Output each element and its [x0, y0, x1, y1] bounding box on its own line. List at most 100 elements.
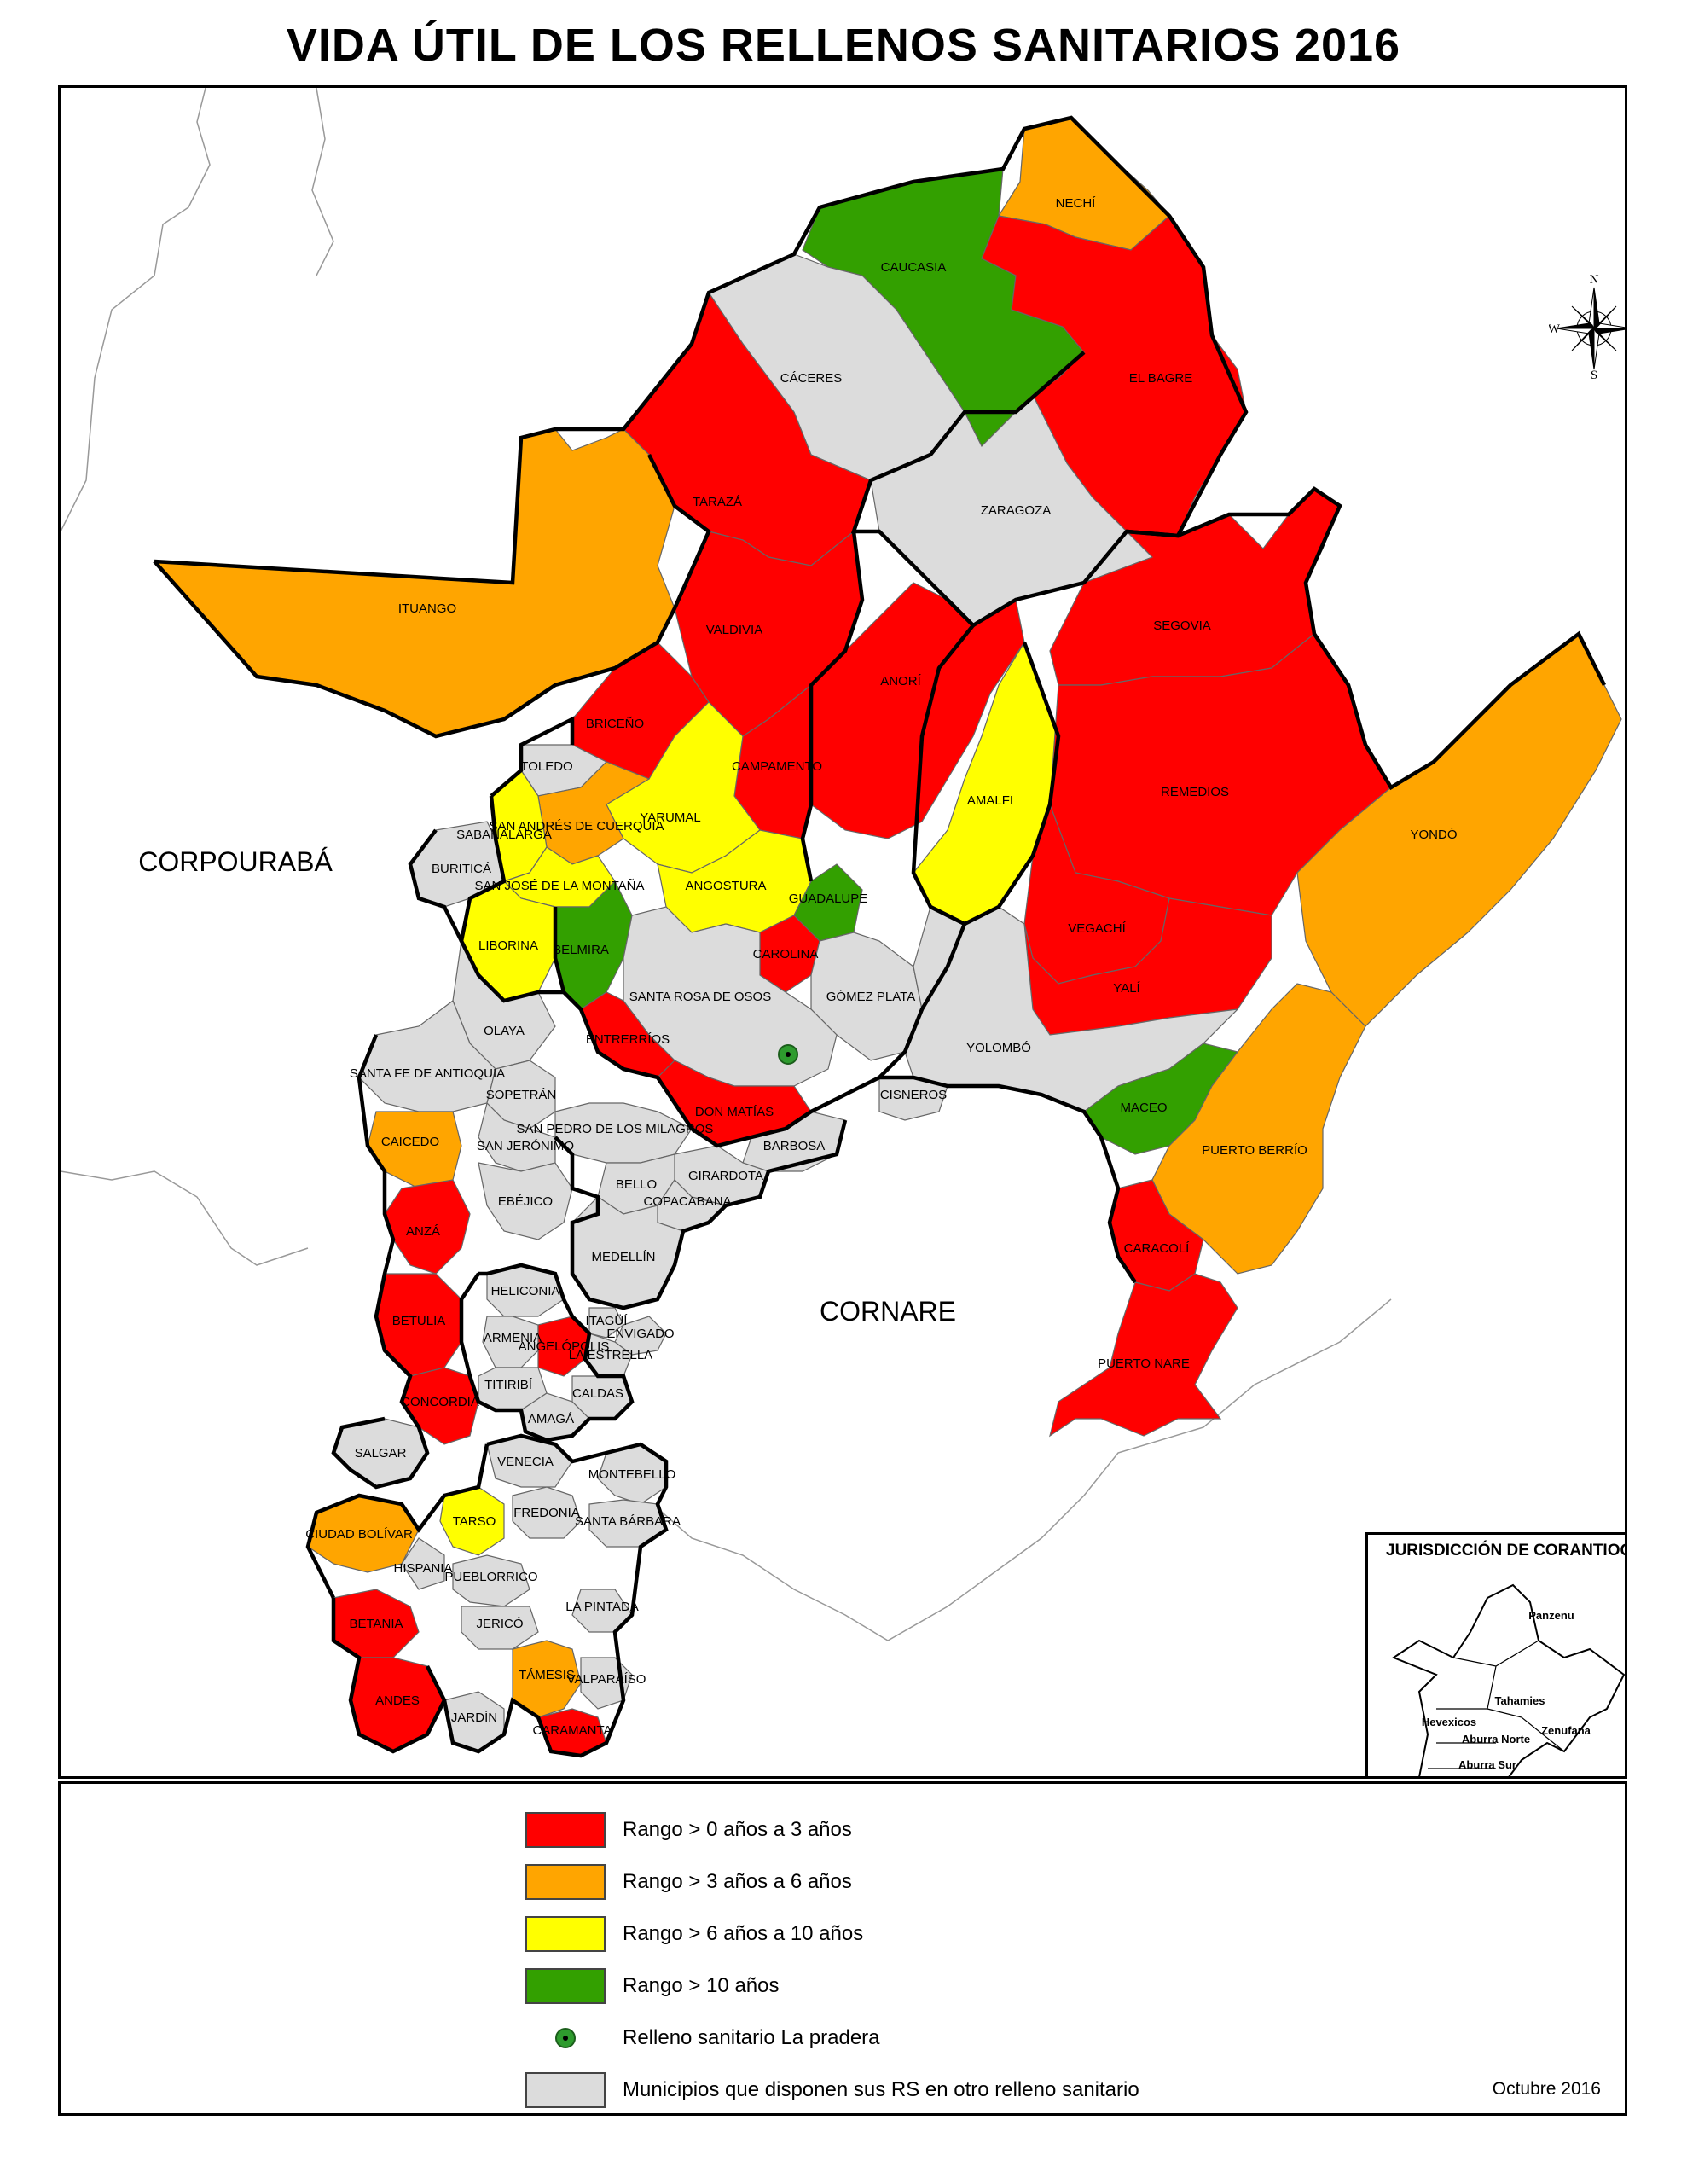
municipality-label-anori: ANORÍ [880, 674, 921, 688]
municipality-label-hispania: HISPANIA [394, 1561, 453, 1576]
legend-label: Rango > 10 años [623, 1974, 780, 1997]
municipality-tarso [439, 1486, 505, 1556]
municipality-armenia [482, 1316, 539, 1368]
inset-map: JURISDICCIÓN DE CORANTIOQUIA Panzenu Taha… [1365, 1532, 1625, 1776]
legend: Rango > 0 años a 3 años Rango > 3 años a … [58, 1781, 1627, 2116]
municipality-label-la-estrella: LA ESTRELLA [569, 1348, 652, 1362]
legend-label: Relleno sanitario La pradera [623, 2026, 880, 2049]
municipality-label-cisneros: CISNEROS [880, 1088, 947, 1102]
municipality-label-yarumal: YARUMAL [640, 810, 700, 825]
municipality-label-salgar: SALGAR [355, 1446, 407, 1461]
landfill-la-pradera-marker [778, 1044, 798, 1065]
territory-boundary-9 [878, 598, 977, 1079]
municipality-label-remedios: REMEDIOS [1161, 785, 1229, 799]
inset-label-aburra-norte: Aburra Norte [1462, 1733, 1530, 1745]
municipality-label-girardota: GIRARDOTA [688, 1169, 763, 1183]
municipality-label-caracoli: CARACOLÍ [1124, 1241, 1191, 1256]
municipality-label-titiribi: TITIRIBÍ [484, 1378, 533, 1392]
municipality-label-betania: BETANIA [349, 1617, 403, 1631]
territory-boundary-11 [331, 1034, 430, 1490]
map-title: VIDA ÚTIL DE LOS RELLENOS SANITARIOS 201… [286, 20, 1401, 71]
municipality-label-san-jeronimo: SAN JERÓNIMO [477, 1139, 574, 1153]
municipality-label-olaya: OLAYA [484, 1024, 525, 1038]
legend-swatch [525, 1968, 606, 2004]
legend-swatch [525, 1864, 606, 1900]
municipality-label-gomez-plata: GÓMEZ PLATA [826, 990, 915, 1004]
municipality-label-carolina: CAROLINA [753, 947, 819, 961]
neighbor-labels: CORPOURABÁ CORNARE [138, 846, 956, 1327]
municipality-label-valparaiso: VALPARAÍSO [567, 1672, 646, 1687]
map-date: Octubre 2016 [1492, 2079, 1601, 2099]
inset-label-tahamies: Tahamies [1494, 1694, 1545, 1707]
municipality-label-puerto-nare: PUERTO NARE [1098, 1356, 1190, 1371]
municipality-label-andes: ANDES [375, 1693, 420, 1708]
territory-boundary-12 [554, 1119, 848, 1310]
territory-boundary-7 [459, 795, 1137, 1284]
municipality-label-ituango: ITUANGO [398, 601, 456, 616]
inset-label-zenufana: Zenufana [1541, 1724, 1591, 1737]
territory-boundary-3 [800, 531, 865, 882]
legend-item: Rango > 10 años [525, 1967, 779, 2005]
municipality-label-santa-barbara: SANTA BÁRBARA [575, 1514, 681, 1529]
municipality-label-don-matias: DON MATÍAS [695, 1105, 774, 1119]
municipality-label-yali: YALÍ [1113, 981, 1140, 996]
inset-map-drawing: Panzenu Tahamies Zenufana Hevexicos Aburra N… [1391, 1583, 1625, 1776]
municipality-label-angelopolis: ANGELÓPOLIS [519, 1339, 610, 1354]
municipality-label-caucasia: CAUCASIA [881, 260, 947, 275]
municipality-puerto-nare [1049, 1273, 1238, 1438]
landfill-legend-icon [525, 2020, 606, 2056]
municipality-label-bello: BELLO [616, 1177, 657, 1192]
north-arrow-icon: N S W E [1548, 271, 1625, 382]
municipality-caicedo [367, 1111, 462, 1189]
municipality-label-betulia: BETULIA [392, 1314, 446, 1328]
municipality-label-buritica: BURITICÁ [432, 862, 491, 876]
neighbor-label-cornare: CORNARE [820, 1296, 956, 1327]
municipality-label-caicedo: CAICEDO [381, 1135, 439, 1149]
municipality-label-ciudad-bolivar: CIUDAD BOLÍVAR [305, 1527, 413, 1542]
neighbor-boundaries [61, 88, 1392, 1641]
municipality-label-segovia: SEGOVIA [1153, 619, 1211, 633]
municipality-label-puerto-berrio: PUERTO BERRÍO [1202, 1143, 1307, 1158]
municipality-label-venecia: VENECIA [497, 1455, 554, 1469]
municipality-label-vegachi: VEGACHÍ [1068, 921, 1126, 936]
municipality-label-barbosa: BARBOSA [763, 1139, 826, 1153]
legend-label: Rango > 3 años a 6 años [623, 1870, 852, 1893]
territory-boundary-15 [305, 1443, 490, 1600]
municipality-label-maceo: MACEO [1120, 1101, 1167, 1115]
municipality-label-envigado: ENVIGADO [606, 1327, 674, 1341]
municipality-label-copacabana: COPACABANA [643, 1194, 731, 1209]
landfill-dot-center [786, 1052, 791, 1057]
territory-boundary-16 [331, 1598, 447, 1754]
municipality-layer [153, 117, 1622, 1757]
legend-item: Rango > 6 años a 10 años [525, 1915, 863, 1953]
municipality-label-angostura: ANGOSTURA [685, 879, 766, 893]
territory-boundary-6 [490, 716, 575, 798]
municipality-label-amaga: AMAGÁ [528, 1412, 574, 1426]
legend-swatch [525, 1916, 606, 1952]
inset-title: JURISDICCIÓN DE CORANTIOQUIA [1386, 1542, 1625, 1560]
inset-label-aburra-sur: Aburra Sur [1458, 1758, 1516, 1771]
municipality-label-toledo: TOLEDO [520, 759, 572, 774]
municipality-label-tarso: TARSO [453, 1514, 496, 1529]
territory-boundary-4 [1126, 486, 1607, 791]
compass-s-label: S [1591, 369, 1597, 382]
municipality-label-amalfi: AMALFI [967, 793, 1013, 808]
municipality-label-caceres: CÁCERES [780, 371, 843, 386]
municipality-label-san-pedro-de-los-milagros: SAN PEDRO DE LOS MILAGROS [517, 1122, 714, 1136]
compass-n-label: N [1590, 273, 1599, 287]
municipality-label-caldas: CALDAS [572, 1386, 623, 1401]
municipality-labels: NECHÍ CAUCASIA CÁCERES EL BAGRE TARAZÁ ZARAGO… [305, 196, 1457, 1738]
municipality-label-el-bagre: EL BAGRE [1129, 371, 1192, 386]
legend-swatch [525, 1812, 606, 1848]
municipality-label-medellin: MEDELLÍN [591, 1250, 655, 1264]
neighbor-label-corpouraba: CORPOURABÁ [138, 846, 333, 877]
legend-item: Relleno sanitario La pradera [525, 2019, 880, 2057]
municipality-label-belmira: BELMIRA [553, 943, 609, 957]
inset-label-panzenu: Panzenu [1528, 1609, 1574, 1622]
territory-boundaries [153, 115, 1607, 1758]
municipality-label-santa-fe-de-antioquia: SANTA FE DE ANTIOQUIA [350, 1066, 505, 1081]
municipality-label-sopetran: SOPETRÁN [486, 1088, 557, 1102]
municipality-label-san-andres-de-cuerquia: SAN ANDRÉS DE CUERQUIA [489, 819, 664, 834]
municipality-label-ebejico: EBÉJICO [498, 1194, 553, 1209]
legend-label: Rango > 0 años a 3 años [623, 1818, 852, 1841]
